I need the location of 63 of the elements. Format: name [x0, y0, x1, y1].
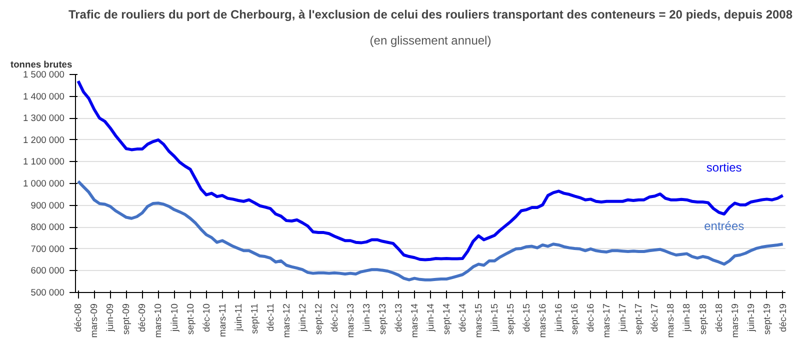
y-axis-title: tonnes brutes — [10, 60, 72, 70]
x-tick-label: déc-16 — [586, 303, 596, 332]
chart-title: Trafic de rouliers du port de Cherbourg, à l'exclusion de celui des rouliers transportant des conteneurs = 20 pieds, depuis 2008 — [68, 8, 793, 22]
x-tick-label: mars-15 — [474, 303, 484, 338]
y-tick-label: 1 200 000 — [23, 134, 64, 145]
chart-subtitle: (en glissement annuel) — [370, 34, 492, 48]
x-tick-label: déc-13 — [393, 303, 404, 332]
x-tick-label: déc-08 — [73, 303, 84, 332]
line-series — [76, 80, 784, 262]
y-tick-label: 700 000 — [30, 244, 65, 254]
x-tick-label: juin-17 — [618, 303, 628, 333]
x-tick-label: juin-11 — [233, 304, 244, 332]
x-tick-label: mars-18 — [666, 303, 676, 338]
x-tick-label: mars-11 — [217, 303, 228, 338]
x-tick-label: déc-15 — [522, 303, 532, 332]
x-tick-label: sept-10 — [185, 303, 196, 335]
x-tick-label: juin-15 — [490, 303, 500, 333]
x-tick-label: déc-17 — [650, 303, 660, 332]
x-tick-label: mars-12 — [281, 303, 292, 338]
x-tick-label: déc-18 — [714, 303, 724, 332]
x-tick-label: sept-11 — [249, 304, 260, 334]
x-tick-label: mars-14 — [409, 303, 420, 338]
x-tick-label: sept-13 — [377, 303, 388, 335]
series-label: entrées — [704, 219, 744, 234]
x-tick-label: juin-12 — [297, 303, 308, 333]
y-tick-label: 500 000 — [30, 288, 65, 298]
x-tick-label: juin-16 — [554, 303, 564, 333]
y-tick-label: 600 000 — [30, 266, 65, 276]
x-tick-label: déc-09 — [137, 303, 148, 332]
x-tick-label: mars-16 — [538, 303, 548, 338]
y-tick-label: 1 400 000 — [23, 91, 64, 102]
x-tick-label: mars-17 — [602, 303, 612, 338]
x-tick-label: mars-09 — [89, 303, 100, 338]
x-tick-label: juin-09 — [105, 303, 116, 333]
x-tick-label: sept-18 — [698, 303, 708, 335]
x-tick-label: déc-10 — [201, 303, 212, 332]
x-tick-label: sept-09 — [121, 303, 132, 335]
x-tick-label: juin-14 — [426, 303, 436, 333]
x-tick-label: juin-18 — [682, 303, 692, 333]
x-tick-label: sept-15 — [506, 303, 516, 335]
y-tick-label: 800 000 — [30, 222, 65, 232]
x-tick-label: sept-16 — [570, 303, 580, 335]
x-tick-label: déc-11 — [265, 303, 276, 332]
x-tick-label: sept-17 — [634, 303, 644, 335]
y-tick-label: 1 100 000 — [23, 156, 64, 167]
x-tick-label: déc-19 — [778, 303, 788, 332]
y-tick-label: 900 000 — [30, 200, 65, 210]
x-tick-label: sept-12 — [313, 303, 324, 335]
y-tick-label: 1 300 000 — [23, 113, 64, 124]
x-tick-label: mars-13 — [345, 303, 356, 338]
text: sorties — [706, 160, 742, 175]
x-tick-label: juin-19 — [746, 303, 756, 333]
x-tick-label: juin-10 — [169, 303, 180, 333]
line-series — [76, 180, 784, 282]
x-tick-label: déc-14 — [458, 303, 468, 332]
y-tick-label: 1 500 000 — [23, 70, 64, 80]
x-tick-label: juin-13 — [361, 303, 372, 333]
x-tick-label: déc-12 — [329, 303, 340, 332]
x-tick-label: mars-10 — [153, 303, 164, 338]
x-tick-label: sept-14 — [442, 303, 452, 335]
x-tick-label: sept-19 — [762, 303, 772, 335]
x-tick-label: mars-19 — [730, 303, 740, 338]
y-tick-label: 1 000 000 — [23, 178, 64, 188]
